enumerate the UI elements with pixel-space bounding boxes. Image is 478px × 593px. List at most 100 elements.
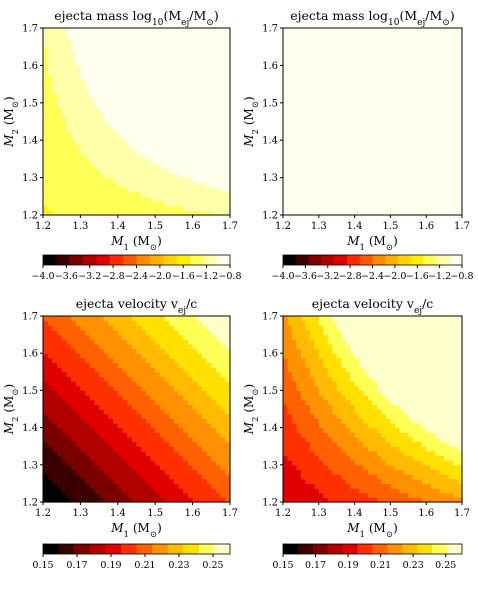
heatmap-cell [71,84,76,89]
heatmap-cell [179,154,184,159]
heatmap-cell [48,469,53,474]
heatmap-cell [165,187,170,192]
heatmap-cell [76,70,81,75]
heatmap-cell [43,192,48,197]
heatmap-cell [151,460,156,465]
heatmap-cell [85,344,90,349]
heatmap-cell [346,61,351,66]
heatmap-cell [122,75,127,80]
heatmap-cell [179,395,184,400]
heatmap-cell [104,390,109,395]
heatmap-cell [71,112,76,117]
heatmap-cell [94,437,99,442]
heatmap-cell [71,196,76,201]
heatmap-cell [99,117,104,122]
heatmap-cell [426,173,431,178]
heatmap-cell [197,154,202,159]
heatmap-cell [368,140,373,145]
heatmap-cell [323,37,328,42]
heatmap-cell [165,75,170,80]
heatmap-cell [62,140,67,145]
heatmap-cell [165,47,170,52]
heatmap-cell [165,42,170,47]
heatmap-cell [76,178,81,183]
heatmap-cell [165,117,170,122]
heatmap-cell [151,84,156,89]
heatmap-cell [328,103,333,108]
heatmap-cell [76,479,81,484]
heatmap-cell [137,432,142,437]
heatmap-cell [155,335,160,340]
heatmap-cell [132,47,137,52]
heatmap-cell [80,168,85,173]
heatmap-cell [216,437,221,442]
heatmap-cell [417,84,422,89]
heatmap-cell [440,154,445,159]
heatmap-cell [359,28,364,33]
heatmap-cell [399,154,404,159]
heatmap-cell [66,456,71,461]
heatmap-cell [417,70,422,75]
heatmap-cell [413,51,418,56]
heatmap-cell [132,98,137,103]
heatmap-cell [404,79,409,84]
heatmap-cell [76,358,81,363]
heatmap-cell [85,349,90,354]
heatmap-cell [94,206,99,211]
heatmap-cell [381,131,386,136]
heatmap-cell [80,89,85,94]
heatmap-cell [71,493,76,498]
heatmap-cell [169,400,174,405]
heatmap-cell [386,159,391,164]
heatmap-cell [48,432,53,437]
heatmap-cell [431,206,436,211]
heatmap-cell [71,335,76,340]
heatmap-cell [108,51,113,56]
heatmap-cell [359,103,364,108]
heatmap-cell [62,164,67,169]
heatmap-cell [202,140,207,145]
heatmap-cell [165,488,170,493]
heatmap-cell [386,140,391,145]
heatmap-cell [211,192,216,197]
heatmap-cell [390,28,395,33]
heatmap-cell [207,353,212,358]
heatmap-cell [435,37,440,42]
heatmap-cell [174,335,179,340]
heatmap-cell [179,381,184,386]
heatmap-cell [104,367,109,372]
heatmap-cell [435,150,440,155]
heatmap-cell [155,367,160,372]
heatmap-cell [160,154,165,159]
heatmap-cell [390,136,395,141]
heatmap-cell [118,395,123,400]
heatmap-cell [169,164,174,169]
heatmap-cell [80,37,85,42]
heatmap-cell [359,112,364,117]
heatmap-cell [90,145,95,150]
heatmap-cell [48,75,53,80]
heatmap-cell [169,206,174,211]
heatmap-cell [108,465,113,470]
heatmap-cell [80,488,85,493]
heatmap-cell [90,56,95,61]
heatmap-cell [118,192,123,197]
heatmap-cell [449,154,454,159]
heatmap-cell [417,126,422,131]
heatmap-cell [431,51,436,56]
heatmap-cell [207,98,212,103]
heatmap-cell [188,423,193,428]
heatmap-cell [85,386,90,391]
heatmap-cell [193,75,198,80]
heatmap-cell [90,70,95,75]
heatmap-cell [71,460,76,465]
heatmap-cell [373,182,378,187]
heatmap-cell [188,89,193,94]
heatmap-cell [305,98,310,103]
heatmap-cell [48,122,53,127]
heatmap-cell [323,126,328,131]
heatmap-cell [104,140,109,145]
heatmap-cell [48,173,53,178]
heatmap-cell [202,182,207,187]
heatmap-cell [48,335,53,340]
